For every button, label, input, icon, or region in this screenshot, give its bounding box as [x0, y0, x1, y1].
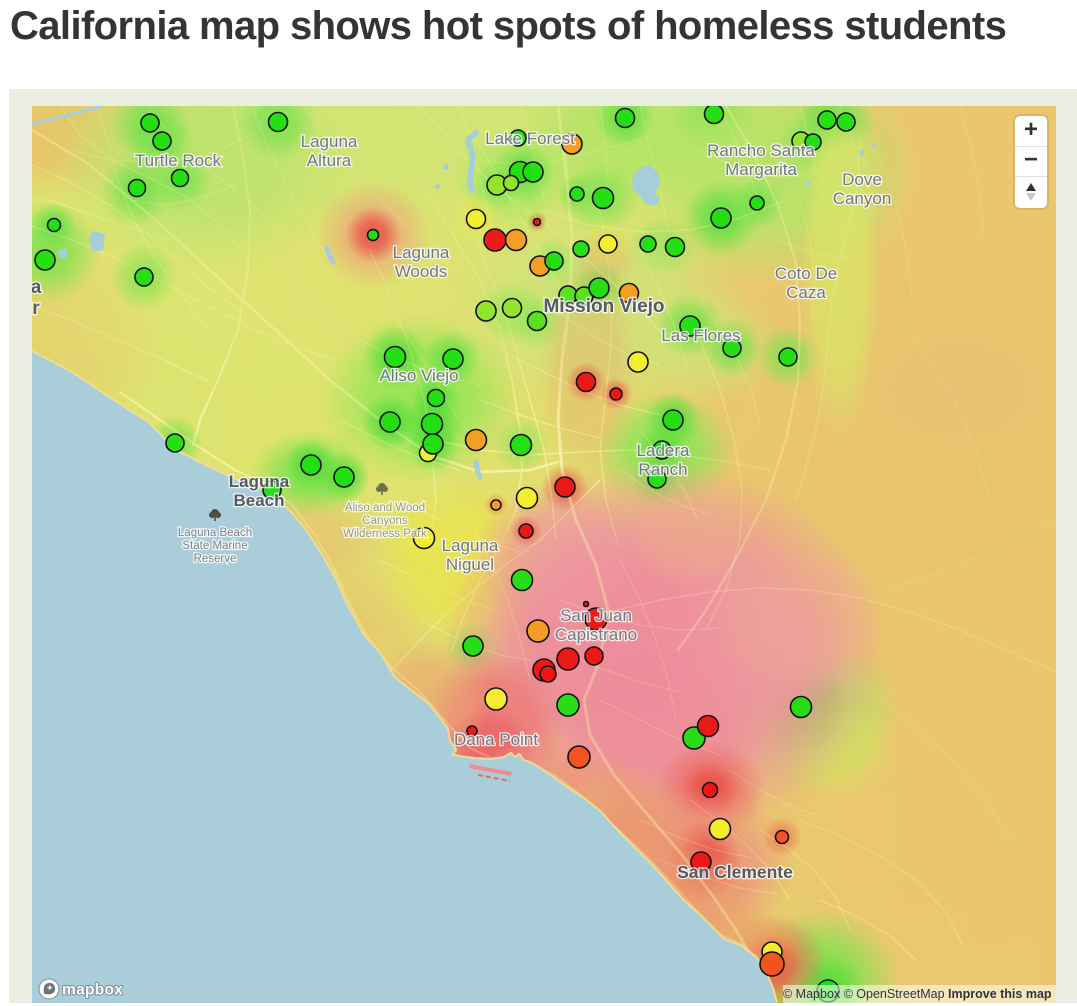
svg-text:Dana Point: Dana Point — [454, 730, 538, 749]
svg-text:Capistrano: Capistrano — [555, 625, 637, 644]
svg-text:Laguna Beach: Laguna Beach — [178, 527, 252, 539]
svg-text:Rancho Santa: Rancho Santa — [707, 141, 815, 160]
svg-text:Caza: Caza — [786, 283, 826, 302]
svg-text:Canyons: Canyons — [362, 515, 408, 527]
svg-text:Lake Forest: Lake Forest — [485, 129, 575, 148]
svg-text:Beach: Beach — [233, 491, 284, 510]
svg-text:Mission Viejo: Mission Viejo — [543, 296, 664, 317]
svg-text:Laguna: Laguna — [229, 472, 290, 491]
svg-text:Altura: Altura — [307, 151, 352, 170]
svg-text:Aliso Viejo: Aliso Viejo — [379, 366, 458, 385]
svg-text:Niguel: Niguel — [446, 555, 494, 574]
svg-text:Margarita: Margarita — [725, 160, 797, 179]
svg-text:Ladera: Ladera — [637, 441, 690, 460]
svg-text:Turtle Rock: Turtle Rock — [135, 151, 222, 170]
svg-text:Laguna: Laguna — [442, 536, 499, 555]
svg-text:Reserve: Reserve — [194, 553, 237, 565]
svg-text:Woods: Woods — [395, 262, 448, 281]
svg-text:Canyon: Canyon — [833, 189, 892, 208]
svg-text:mapbox: mapbox — [62, 982, 123, 999]
svg-text:State Marine: State Marine — [182, 540, 247, 552]
svg-text:a: a — [32, 277, 42, 298]
svg-text:r: r — [32, 298, 40, 319]
svg-text:Coto De: Coto De — [775, 264, 837, 283]
svg-text:San Juan: San Juan — [560, 606, 632, 625]
svg-text:Wilderness Park: Wilderness Park — [343, 528, 427, 540]
svg-text:Laguna: Laguna — [301, 132, 358, 151]
svg-text:Aliso and Wood: Aliso and Wood — [345, 502, 425, 514]
svg-text:Las Flores: Las Flores — [661, 326, 740, 345]
svg-text:Ranch: Ranch — [638, 460, 687, 479]
svg-text:Dove: Dove — [842, 170, 882, 189]
svg-text:San Clemente: San Clemente — [677, 862, 793, 882]
svg-text:Laguna: Laguna — [393, 243, 450, 262]
